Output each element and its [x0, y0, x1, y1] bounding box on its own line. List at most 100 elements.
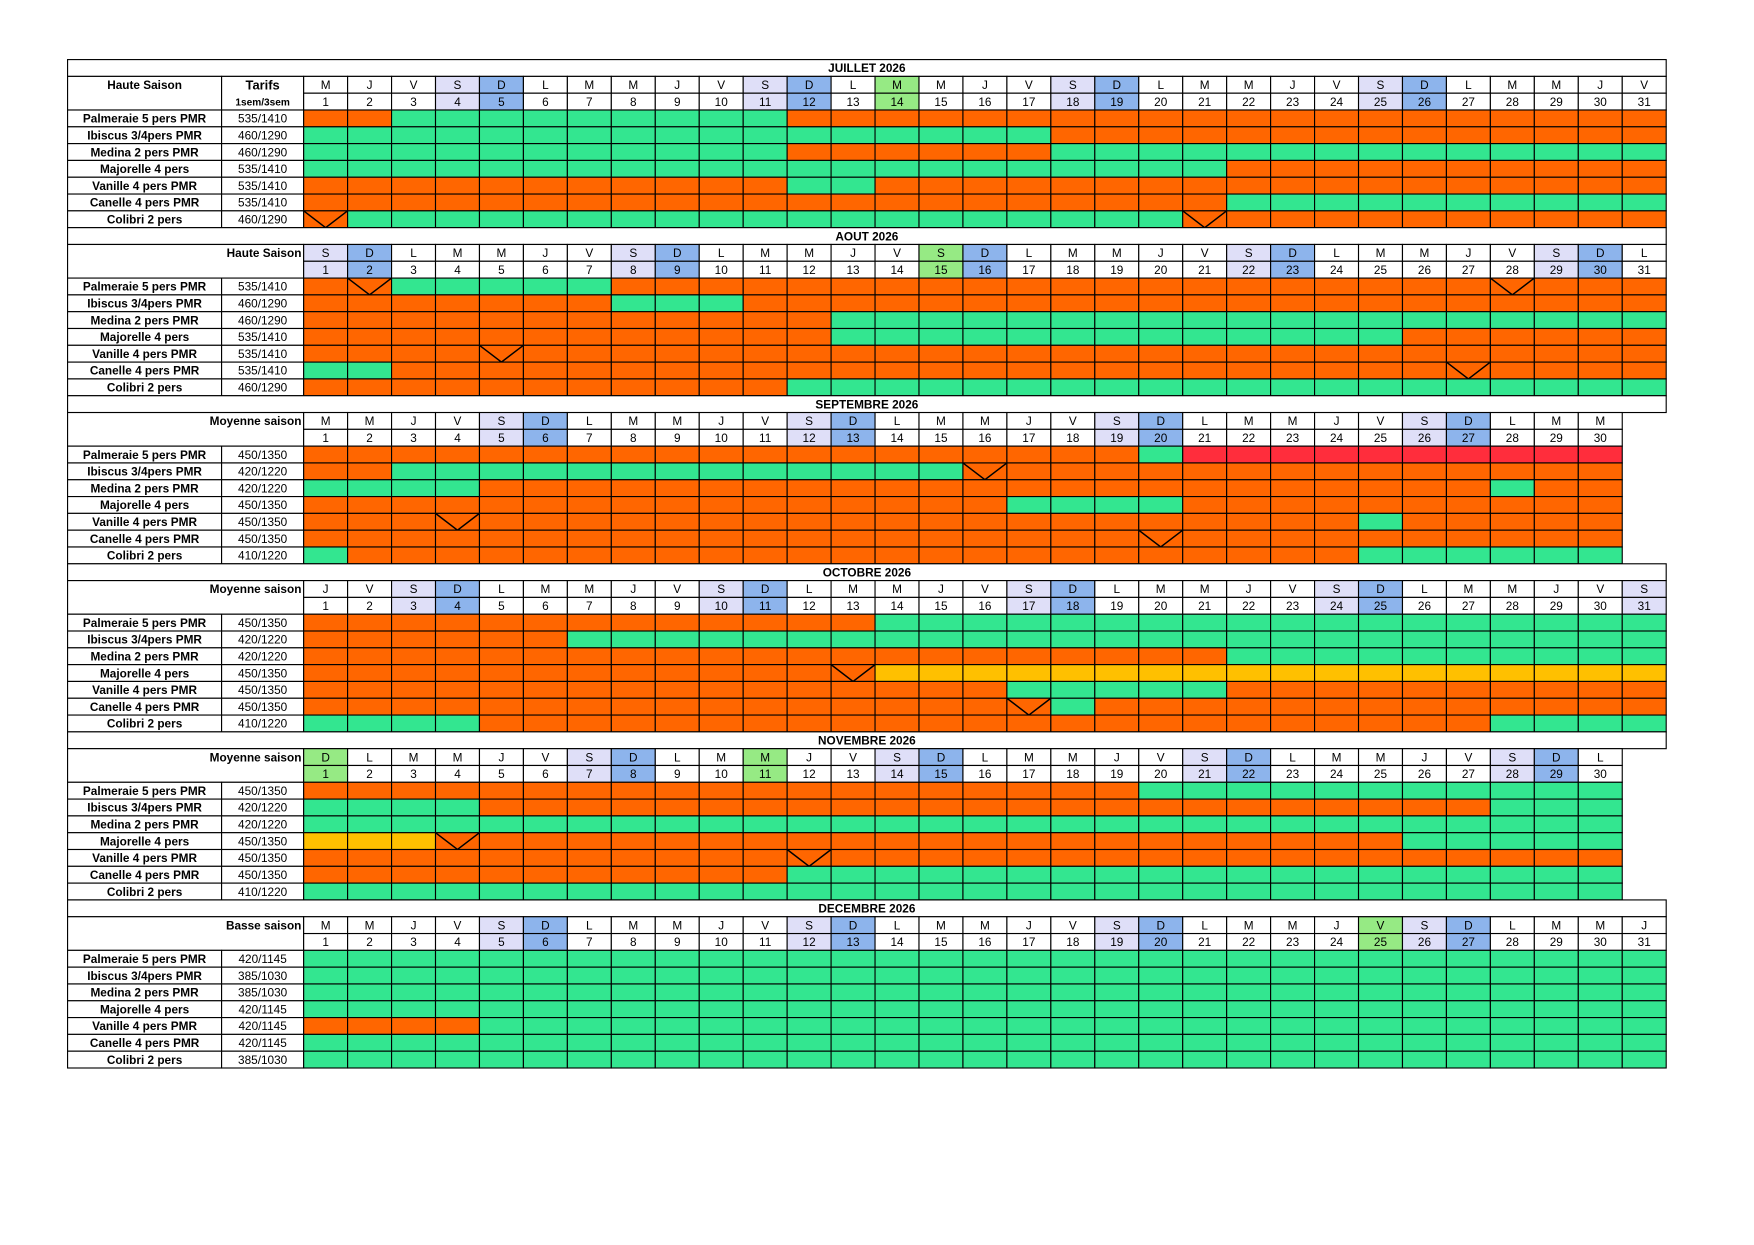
availability-cell [303, 479, 349, 498]
availability-cell [1577, 1033, 1623, 1052]
availability-cell [1314, 949, 1360, 968]
availability-cell [1533, 512, 1579, 531]
availability-cell [786, 378, 832, 397]
day-letter: V [849, 750, 857, 764]
availability-cell [610, 378, 656, 397]
availability-cell [390, 966, 437, 985]
availability-cell [303, 159, 349, 178]
availability-cell [390, 983, 437, 1002]
day-number: 16 [978, 263, 992, 277]
availability-cell [1401, 613, 1447, 632]
unit-name: Ibiscus 3/4pers PMR [87, 801, 202, 815]
day-number: 1 [322, 431, 329, 445]
availability-cell [478, 512, 524, 531]
availability-cell [1006, 949, 1052, 968]
availability-cell [742, 479, 788, 498]
availability-cell [1489, 311, 1535, 330]
availability-cell [830, 882, 876, 901]
day-number: 15 [934, 431, 948, 445]
day-letter: M [936, 414, 946, 428]
availability-cell [478, 210, 524, 229]
availability-cell [1006, 815, 1052, 834]
availability-cell [1226, 176, 1272, 195]
day-letter: D [1420, 78, 1429, 92]
availability-cell [390, 176, 437, 195]
day-letter: V [1157, 750, 1165, 764]
availability-cell [742, 361, 788, 380]
availability-cell [478, 1050, 524, 1069]
day-number: 31 [1638, 263, 1651, 277]
day-number: 25 [1374, 431, 1388, 445]
availability-cell [1182, 832, 1228, 851]
tarif: 450/1350 [238, 448, 288, 462]
availability-cell [434, 479, 481, 498]
availability-cell [390, 496, 437, 514]
availability-cell [1621, 143, 1667, 161]
availability-cell [962, 361, 1008, 380]
availability-cell [1182, 865, 1228, 884]
availability-cell [1445, 176, 1491, 195]
availability-cell [1621, 159, 1667, 178]
availability-cell [434, 294, 481, 313]
availability-cell [1226, 613, 1272, 632]
day-number: 25 [1374, 263, 1388, 277]
availability-cell [390, 126, 437, 145]
availability-cell [1094, 143, 1140, 161]
day-number: 18 [1066, 935, 1080, 949]
availability-cell [1533, 714, 1579, 733]
day-number: 30 [1594, 431, 1608, 445]
unit-name: Vanille 4 pers PMR [92, 347, 197, 361]
availability-cell [1621, 680, 1667, 699]
availability-cell [1138, 781, 1184, 800]
availability-cell [1621, 176, 1667, 195]
unit-name: Ibiscus 3/4pers PMR [87, 465, 202, 479]
availability-cell [1621, 327, 1667, 346]
availability-cell [1489, 277, 1535, 296]
availability-cell [347, 143, 393, 161]
day-number: 18 [1066, 767, 1080, 781]
availability-cell [1094, 798, 1140, 817]
availability-cell [347, 983, 393, 1002]
day-letter: V [893, 246, 901, 260]
availability-cell [434, 445, 481, 464]
availability-cell [962, 159, 1008, 178]
availability-cell [566, 327, 612, 346]
availability-cell [698, 781, 744, 800]
availability-cell [1182, 781, 1228, 800]
day-letter: D [937, 750, 946, 764]
availability-cell [390, 277, 437, 296]
availability-cell [918, 1017, 964, 1035]
availability-cell [698, 193, 744, 212]
availability-cell [1270, 714, 1316, 733]
availability-cell [786, 479, 832, 498]
availability-cell [1489, 798, 1535, 817]
availability-cell [522, 361, 568, 380]
availability-cell [1182, 664, 1228, 683]
availability-cell [1357, 697, 1404, 716]
availability-cell [610, 865, 656, 884]
availability-cell [698, 176, 744, 195]
availability-cell [566, 496, 612, 514]
availability-cell [874, 697, 920, 716]
availability-cell [610, 529, 656, 548]
availability-cell [1401, 1017, 1447, 1035]
availability-cell [786, 546, 832, 565]
availability-cell [1006, 680, 1052, 699]
availability-cell [1577, 277, 1623, 296]
day-number: 29 [1550, 935, 1563, 949]
day-number: 24 [1330, 431, 1344, 445]
availability-cell [1050, 1033, 1096, 1052]
day-number: 20 [1154, 767, 1168, 781]
availability-cell [1533, 983, 1579, 1002]
availability-cell [874, 630, 920, 649]
availability-cell [566, 1050, 612, 1069]
availability-cell [522, 126, 568, 145]
availability-cell [1226, 1033, 1272, 1052]
availability-cell [522, 294, 568, 313]
availability-cell [830, 865, 876, 884]
day-letter: J [1465, 246, 1471, 260]
availability-cell [1445, 1017, 1491, 1035]
availability-cell [1094, 613, 1140, 632]
availability-cell [390, 462, 437, 481]
availability-cell [918, 193, 964, 212]
